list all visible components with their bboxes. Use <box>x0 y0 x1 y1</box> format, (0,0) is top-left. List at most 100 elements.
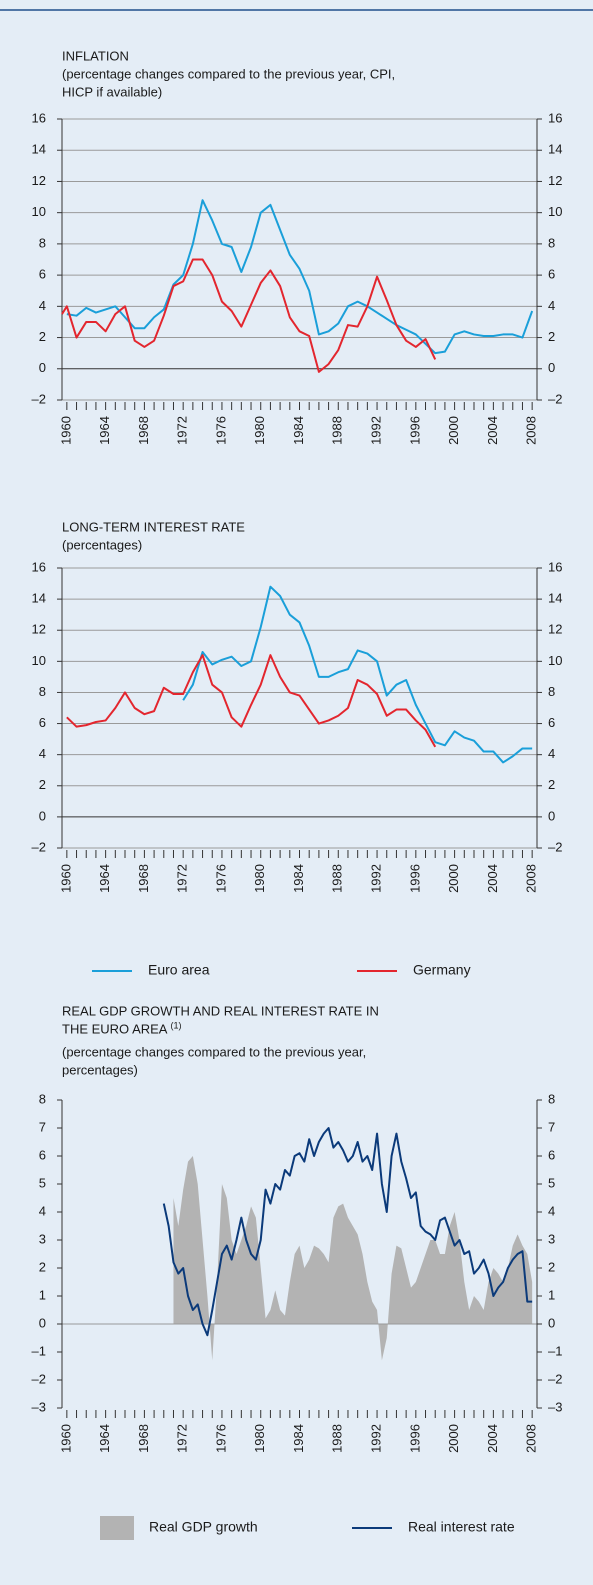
x-tick-label: 2000 <box>446 864 461 893</box>
x-tick-label: 1964 <box>97 1424 112 1453</box>
y2-tick-label: 0 <box>548 1315 555 1330</box>
area <box>173 1156 533 1361</box>
x-tick-label: 1960 <box>58 864 73 893</box>
y2-tick-label: –1 <box>548 1343 562 1358</box>
y-tick-label: 10 <box>32 204 46 219</box>
x-tick-label: 2004 <box>485 416 500 445</box>
x-tick-label: 1976 <box>213 416 228 445</box>
y2-tick-label: 16 <box>548 110 562 125</box>
y-tick-label: 0 <box>39 360 46 375</box>
x-tick-label: 1984 <box>291 416 306 445</box>
y2-tick-label: –2 <box>548 839 562 854</box>
chart-title: THE EURO AREA <box>62 1021 168 1036</box>
x-tick-label: 1996 <box>407 416 422 445</box>
y-tick-label: –2 <box>32 391 46 406</box>
line <box>66 654 437 748</box>
y-tick-label: 6 <box>39 715 46 730</box>
y-tick-label: 12 <box>32 173 46 188</box>
y2-tick-label: –2 <box>548 391 562 406</box>
x-tick-label: 1988 <box>330 864 345 893</box>
y-tick-label: 6 <box>39 1147 46 1162</box>
y-tick-label: 14 <box>32 142 46 157</box>
y2-tick-label: 14 <box>548 591 562 606</box>
x-tick-label: 1960 <box>58 1424 73 1453</box>
y-tick-label: 4 <box>39 298 46 313</box>
x-tick-label: 1968 <box>136 864 151 893</box>
y-tick-label: 0 <box>39 808 46 823</box>
x-tick-label: 2000 <box>446 1424 461 1453</box>
legend-label: Euro area <box>148 962 210 978</box>
y-tick-label: 2 <box>39 777 46 792</box>
x-tick-label: 1980 <box>252 1424 267 1453</box>
chart-subtitle: HICP if available) <box>62 84 162 99</box>
y-tick-label: 10 <box>32 653 46 668</box>
x-tick-label: 2004 <box>485 1424 500 1453</box>
x-tick-label: 2000 <box>446 416 461 445</box>
chart-title: LONG-TERM INTEREST RATE <box>62 519 245 534</box>
y2-tick-label: 16 <box>548 559 562 574</box>
chart-subtitle: (percentage changes compared to the prev… <box>62 1044 366 1059</box>
line <box>162 1127 533 1337</box>
y-tick-label: 5 <box>39 1175 46 1190</box>
chart-subtitle: (percentages) <box>62 537 142 552</box>
y2-tick-label: 12 <box>548 622 562 637</box>
x-tick-label: 1996 <box>407 1424 422 1453</box>
x-tick-label: 1984 <box>291 864 306 893</box>
y2-tick-label: 4 <box>548 746 555 761</box>
x-tick-label: 1996 <box>407 864 422 893</box>
y2-tick-label: 6 <box>548 267 555 282</box>
chart-subtitle: (percentage changes compared to the prev… <box>62 66 395 81</box>
chart-title: INFLATION <box>62 48 129 63</box>
y-tick-label: 6 <box>39 267 46 282</box>
y2-tick-label: 12 <box>548 173 562 188</box>
y2-tick-label: 6 <box>548 715 555 730</box>
y2-tick-label: 0 <box>548 808 555 823</box>
x-tick-label: 2008 <box>524 864 539 893</box>
y2-tick-label: 0 <box>548 360 555 375</box>
y2-tick-label: 2 <box>548 777 555 792</box>
x-tick-label: 1992 <box>368 1424 383 1453</box>
y-tick-label: –3 <box>32 1399 46 1414</box>
x-tick-label: 1964 <box>97 416 112 445</box>
title-note: (1) <box>170 1020 181 1030</box>
legend-label: Real GDP growth <box>149 1519 258 1535</box>
y2-tick-label: 8 <box>548 235 555 250</box>
y-tick-label: –2 <box>32 1371 46 1386</box>
y-tick-label: –1 <box>32 1343 46 1358</box>
y2-tick-label: 2 <box>548 329 555 344</box>
x-tick-label: 1988 <box>330 416 345 445</box>
y-tick-label: 12 <box>32 622 46 637</box>
line <box>182 585 533 764</box>
x-tick-label: 1976 <box>213 864 228 893</box>
y-tick-label: 7 <box>39 1119 46 1134</box>
y-tick-label: 14 <box>32 591 46 606</box>
x-tick-label: 2004 <box>485 864 500 893</box>
x-tick-label: 1972 <box>175 416 190 445</box>
y-tick-label: 0 <box>39 1315 46 1330</box>
y2-tick-label: 8 <box>548 1091 555 1106</box>
x-tick-label: 1968 <box>136 416 151 445</box>
y-tick-label: 4 <box>39 746 46 761</box>
x-tick-label: 1968 <box>136 1424 151 1453</box>
y2-tick-label: –3 <box>548 1399 562 1414</box>
legend-swatch <box>100 1516 134 1540</box>
y2-tick-label: 10 <box>548 653 562 668</box>
y2-tick-label: 5 <box>548 1175 555 1190</box>
y2-tick-label: 7 <box>548 1119 555 1134</box>
x-tick-label: 1980 <box>252 416 267 445</box>
y2-tick-label: 10 <box>548 204 562 219</box>
line <box>61 258 437 373</box>
y2-tick-label: –2 <box>548 1371 562 1386</box>
y2-tick-label: 1 <box>548 1287 555 1302</box>
x-tick-label: 1992 <box>368 416 383 445</box>
y-tick-label: 8 <box>39 1091 46 1106</box>
y2-tick-label: 2 <box>548 1259 555 1274</box>
y-tick-label: 4 <box>39 1203 46 1218</box>
y2-tick-label: 6 <box>548 1147 555 1162</box>
y-tick-label: 2 <box>39 329 46 344</box>
y-tick-label: 16 <box>32 559 46 574</box>
y-tick-label: 8 <box>39 235 46 250</box>
x-tick-label: 1992 <box>368 864 383 893</box>
x-tick-label: 1972 <box>175 864 190 893</box>
